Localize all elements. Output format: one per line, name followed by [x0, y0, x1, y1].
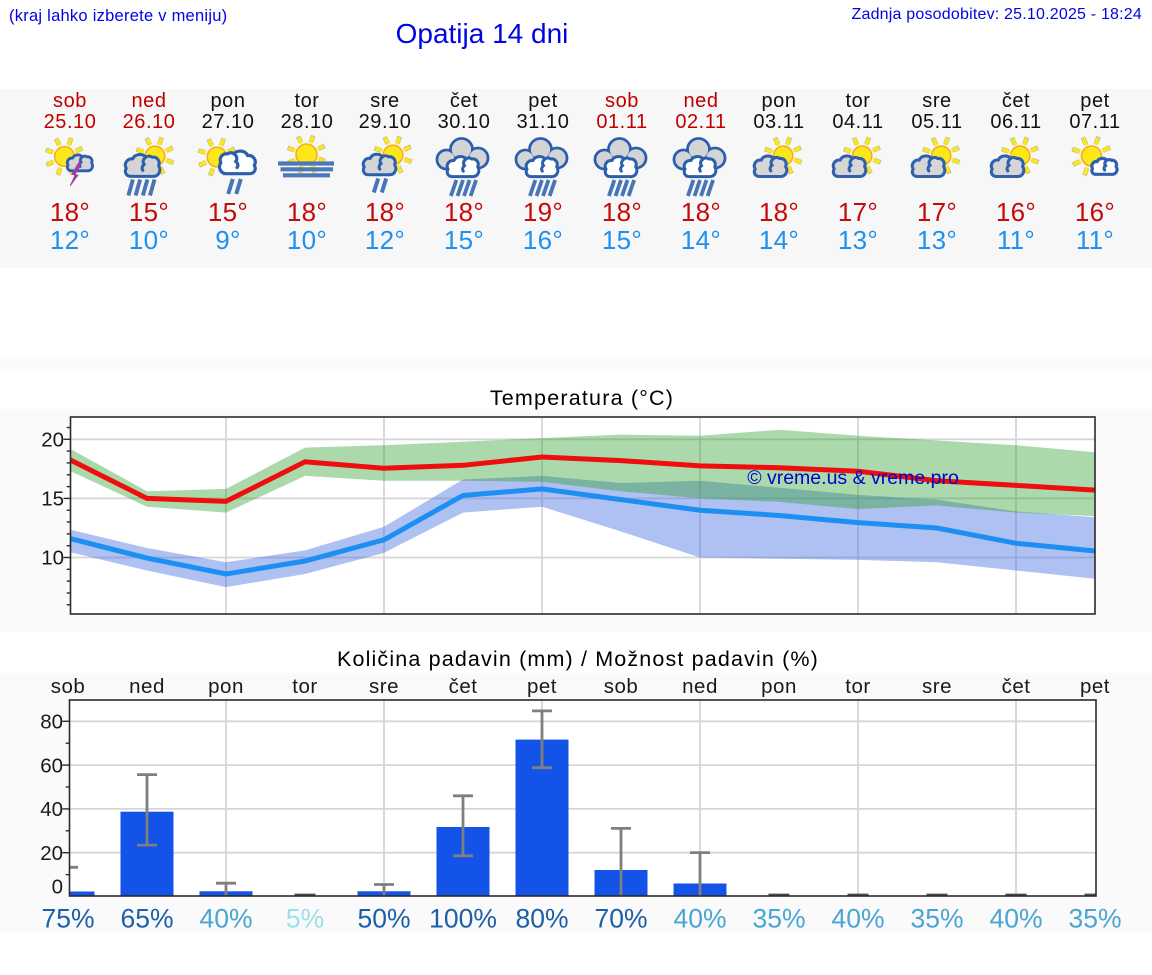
- svg-text:sre: sre: [369, 675, 399, 698]
- svg-text:0: 0: [52, 876, 63, 899]
- svg-text:čet: čet: [1002, 675, 1031, 698]
- svg-text:pon: pon: [761, 675, 797, 698]
- svg-text:Količina padavin (mm) / Možnos: Količina padavin (mm) / Možnost padavin …: [337, 647, 819, 671]
- svg-text:80%: 80%: [515, 904, 568, 934]
- svg-text:Temperatura (°C): Temperatura (°C): [490, 386, 674, 410]
- svg-text:tor: tor: [292, 675, 317, 698]
- svg-text:čet: čet: [449, 675, 478, 698]
- svg-text:15: 15: [41, 488, 64, 511]
- svg-text:10: 10: [41, 547, 64, 570]
- svg-text:75%: 75%: [41, 904, 94, 934]
- svg-text:50%: 50%: [357, 904, 410, 934]
- svg-text:100%: 100%: [429, 904, 497, 934]
- svg-text:sre: sre: [922, 675, 952, 698]
- svg-text:65%: 65%: [120, 904, 173, 934]
- svg-text:tor: tor: [845, 675, 870, 698]
- svg-text:35%: 35%: [910, 904, 963, 934]
- svg-text:40%: 40%: [989, 904, 1042, 934]
- svg-text:40%: 40%: [831, 904, 884, 934]
- svg-text:35%: 35%: [1068, 904, 1121, 934]
- svg-text:20: 20: [40, 842, 63, 865]
- svg-text:sob: sob: [51, 675, 86, 698]
- svg-text:80: 80: [40, 711, 63, 734]
- svg-text:60: 60: [40, 754, 63, 777]
- svg-text:20: 20: [41, 429, 64, 452]
- svg-text:40%: 40%: [199, 904, 252, 934]
- svg-text:35%: 35%: [752, 904, 805, 934]
- svg-text:40%: 40%: [673, 904, 726, 934]
- svg-text:pet: pet: [527, 675, 557, 698]
- svg-text:40: 40: [40, 798, 63, 821]
- svg-text:© vreme.us & vreme.pro: © vreme.us & vreme.pro: [747, 467, 959, 489]
- svg-text:sob: sob: [604, 675, 639, 698]
- svg-text:pet: pet: [1080, 675, 1110, 698]
- svg-text:ned: ned: [682, 675, 718, 698]
- svg-text:ned: ned: [129, 675, 165, 698]
- svg-text:5%: 5%: [286, 904, 324, 934]
- svg-text:pon: pon: [208, 675, 244, 698]
- svg-text:70%: 70%: [594, 904, 647, 934]
